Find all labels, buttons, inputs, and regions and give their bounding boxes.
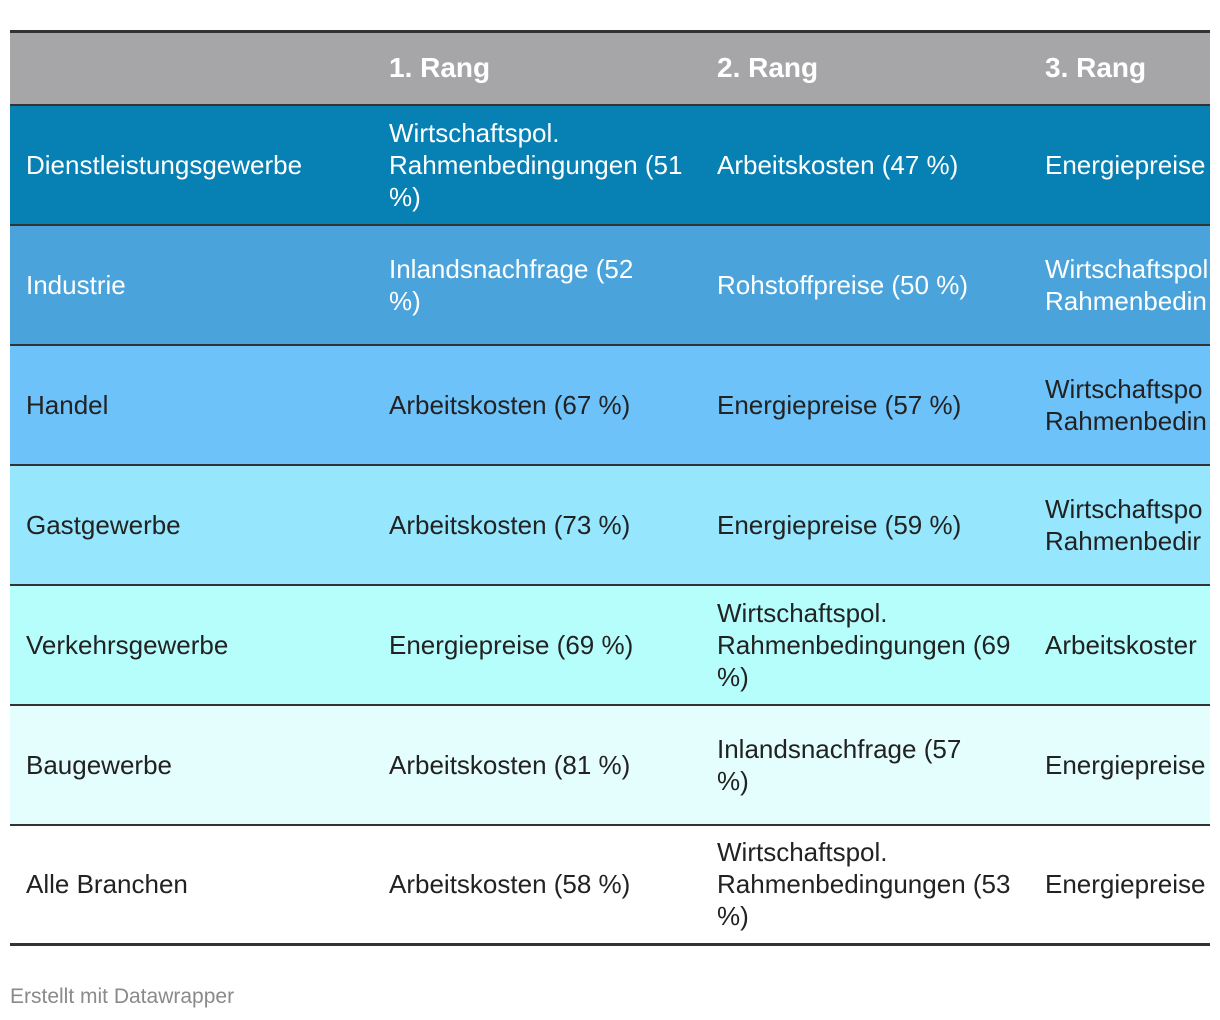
rank-2-cell: Wirtschaftspol. Rahmenbedingungen (53 %) <box>701 824 1029 946</box>
row-label: Industrie <box>10 224 373 346</box>
rank-3-text: Energiepreise <box>1045 749 1206 780</box>
rank-1-text: Arbeitskosten (73 %) <box>389 509 631 540</box>
ranking-table: 1. Rang 2. Rang 3. Rang Dienstleistungsg… <box>10 30 1210 946</box>
rank-2-text: Inlandsnachfrage (57 %) <box>717 733 962 796</box>
rank-3-cell: Energiepreise <box>1029 824 1210 946</box>
table-row: Gastgewerbe Arbeitskosten (73 %) Energie… <box>10 464 1210 586</box>
rank-1-cell: Wirtschaftspol. Rahmenbedingungen (51 %) <box>373 104 701 226</box>
rank-3-text: Energiepreise <box>1045 869 1206 900</box>
header-cell-rank-2: 2. Rang <box>701 30 1029 106</box>
ranking-table-container: 1. Rang 2. Rang 3. Rang Dienstleistungsg… <box>10 30 1210 946</box>
row-label: Gastgewerbe <box>10 464 373 586</box>
rank-2-cell: Arbeitskosten (47 %) <box>701 104 1029 226</box>
table-row: Dienstleistungsgewerbe Wirtschaftspol. R… <box>10 104 1210 226</box>
row-label: Verkehrsgewerbe <box>10 584 373 706</box>
rank-2-cell: Rohstoffpreise (50 %) <box>701 224 1029 346</box>
row-label: Baugewerbe <box>10 704 373 826</box>
rank-2-text: Wirtschaftspol. Rahmenbedingungen (53 %) <box>717 837 1011 932</box>
rank-2-cell: Energiepreise (59 %) <box>701 464 1029 586</box>
rank-3-cell: Wirtschaftspo Rahmenbedin (54 %) <box>1029 344 1210 466</box>
rank-1-cell: Arbeitskosten (81 %) <box>373 704 701 826</box>
rank-2-text: Rohstoffpreise (50 %) <box>717 269 968 300</box>
rank-1-text: Inlandsnachfrage (52 %) <box>389 253 634 316</box>
rank-1-text: Arbeitskosten (58 %) <box>389 869 631 900</box>
rank-3-cell: Wirtschaftspo Rahmenbedir (57 %) <box>1029 464 1210 586</box>
rank-2-cell: Wirtschaftspol. Rahmenbedingungen (69 %) <box>701 584 1029 706</box>
table-body: Dienstleistungsgewerbe Wirtschaftspol. R… <box>10 104 1210 946</box>
rank-1-cell: Energiepreise (69 %) <box>373 584 701 706</box>
header-cell-rank-3: 3. Rang <box>1029 30 1210 106</box>
row-label: Alle Branchen <box>10 824 373 946</box>
header-cell-sector <box>10 30 373 106</box>
rank-3-text: Wirtschaftspo Rahmenbedir (57 %) <box>1045 493 1210 556</box>
rank-3-cell: Energiepreise <box>1029 104 1210 226</box>
rank-1-cell: Arbeitskosten (58 %) <box>373 824 701 946</box>
datawrapper-credit: Erstellt mit Datawrapper <box>10 985 235 1008</box>
header-cell-rank-1: 1. Rang <box>373 30 701 106</box>
row-label: Dienstleistungsgewerbe <box>10 104 373 226</box>
rank-2-text: Energiepreise (59 %) <box>717 509 962 540</box>
table-row: Verkehrsgewerbe Energiepreise (69 %) Wir… <box>10 584 1210 706</box>
rank-2-cell: Energiepreise (57 %) <box>701 344 1029 466</box>
table-row: Industrie Inlandsnachfrage (52 %) Rohsto… <box>10 224 1210 346</box>
rank-1-text: Arbeitskosten (67 %) <box>389 389 631 420</box>
rank-3-text: Wirtschaftspol. Rahmenbedin (50 %) <box>1045 253 1210 316</box>
table-row: Baugewerbe Arbeitskosten (81 %) Inlandsn… <box>10 704 1210 826</box>
rank-2-text: Arbeitskosten (47 %) <box>717 149 959 180</box>
rank-1-text: Wirtschaftspol. Rahmenbedingungen (51 %) <box>389 117 683 212</box>
rank-1-cell: Inlandsnachfrage (52 %) <box>373 224 701 346</box>
rank-3-cell: Energiepreise <box>1029 704 1210 826</box>
rank-1-cell: Arbeitskosten (67 %) <box>373 344 701 466</box>
table-header-row: 1. Rang 2. Rang 3. Rang <box>10 30 1210 106</box>
table-row: Handel Arbeitskosten (67 %) Energiepreis… <box>10 344 1210 466</box>
rank-2-text: Energiepreise (57 %) <box>717 389 962 420</box>
rank-1-cell: Arbeitskosten (73 %) <box>373 464 701 586</box>
rank-3-text: Arbeitskoster <box>1045 629 1197 660</box>
rank-3-text: Energiepreise <box>1045 149 1206 180</box>
rank-3-cell: Arbeitskoster <box>1029 584 1210 706</box>
rank-2-text: Wirtschaftspol. Rahmenbedingungen (69 %) <box>717 597 1011 692</box>
rank-2-cell: Inlandsnachfrage (57 %) <box>701 704 1029 826</box>
rank-1-text: Arbeitskosten (81 %) <box>389 749 631 780</box>
table-row: Alle Branchen Arbeitskosten (58 %) Wirts… <box>10 824 1210 946</box>
rank-3-text: Wirtschaftspo Rahmenbedin (54 %) <box>1045 373 1210 436</box>
rank-3-cell: Wirtschaftspol. Rahmenbedin (50 %) <box>1029 224 1210 346</box>
rank-1-text: Energiepreise (69 %) <box>389 629 634 660</box>
row-label: Handel <box>10 344 373 466</box>
